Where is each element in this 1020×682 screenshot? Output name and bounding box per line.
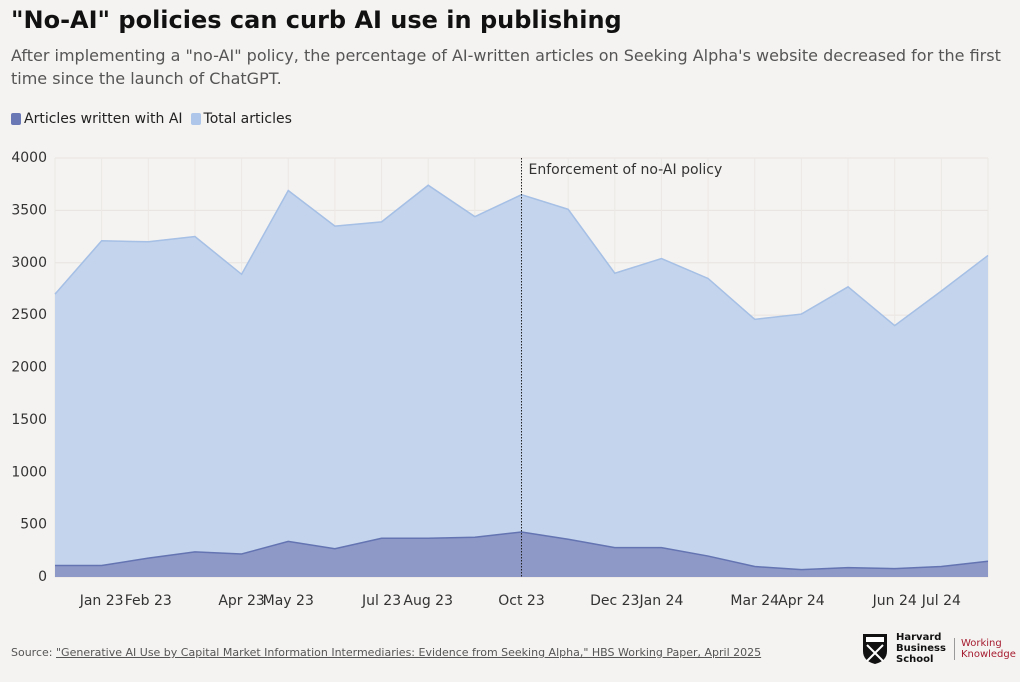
logo: Harvard Business School Working Knowledge bbox=[862, 632, 1016, 665]
source-prefix: Source: bbox=[11, 646, 53, 659]
y-tick-label: 1500 bbox=[11, 412, 47, 428]
x-tick-label: Oct 23 bbox=[498, 593, 544, 609]
shield bbox=[863, 633, 887, 664]
chart-title: "No-AI" policies can curb AI use in publ… bbox=[11, 6, 622, 34]
chart: 0 500 1000 1500 2000 2500 3000 3500 4000 Jan 23 Fe… bbox=[11, 150, 989, 609]
x-tick-label: Mar 24 bbox=[730, 593, 779, 609]
legend-swatch bbox=[190, 113, 201, 125]
x-tick-label: Feb 23 bbox=[125, 593, 172, 609]
y-tick-label: 2000 bbox=[11, 360, 47, 376]
y-tick-label: 4000 bbox=[11, 150, 47, 166]
logo-text: Harvard bbox=[896, 632, 942, 643]
logo-text: School bbox=[896, 654, 934, 665]
x-tick-label: Apr 24 bbox=[778, 593, 825, 609]
x-tick-label: Jan 24 bbox=[639, 593, 684, 609]
legend-label: Total articles bbox=[203, 111, 292, 127]
x-tick-label: Jan 23 bbox=[79, 593, 124, 609]
logo-left: Harvard Business School bbox=[896, 632, 946, 665]
y-tick-label: 1000 bbox=[11, 464, 47, 480]
y-tick-label: 3500 bbox=[11, 202, 47, 218]
x-tick-label: Apr 23 bbox=[218, 593, 264, 609]
legend-label: Articles written with AI bbox=[24, 111, 183, 127]
legend: Articles written with AI Total articles bbox=[11, 111, 292, 127]
chart-subtitle: After implementing a "no-AI" policy, the… bbox=[11, 46, 1001, 88]
source-link[interactable]: "Generative AI Use by Capital Market Inf… bbox=[56, 646, 762, 659]
source: Source: "Generative AI Use by Capital Ma… bbox=[11, 646, 761, 659]
y-tick-label: 2500 bbox=[11, 307, 47, 323]
legend-item: Total articles bbox=[190, 111, 292, 127]
logo-right: Working Knowledge bbox=[953, 637, 1016, 660]
annotation-label: Enforcement of no-AI policy bbox=[529, 162, 723, 178]
y-tick-label: 500 bbox=[20, 517, 47, 533]
x-tick-label: Jul 24 bbox=[921, 593, 961, 609]
logo-text: Working bbox=[960, 637, 1002, 649]
x-tick-label: Aug 23 bbox=[403, 593, 453, 609]
x-tick-label: May 23 bbox=[263, 593, 314, 609]
legend-item: Articles written with AI bbox=[11, 111, 183, 127]
y-tick-label: 0 bbox=[38, 569, 47, 585]
legend-swatch bbox=[11, 113, 21, 125]
logo-text: Knowledge bbox=[960, 648, 1016, 660]
x-tick-label: Jul 23 bbox=[361, 593, 401, 609]
x-tick-label: Jun 24 bbox=[872, 593, 917, 609]
x-tick-label: Dec 23 bbox=[590, 593, 639, 609]
y-tick-label: 3000 bbox=[11, 255, 47, 271]
logo-text: Business bbox=[896, 643, 946, 654]
area-line bbox=[55, 531, 989, 571]
